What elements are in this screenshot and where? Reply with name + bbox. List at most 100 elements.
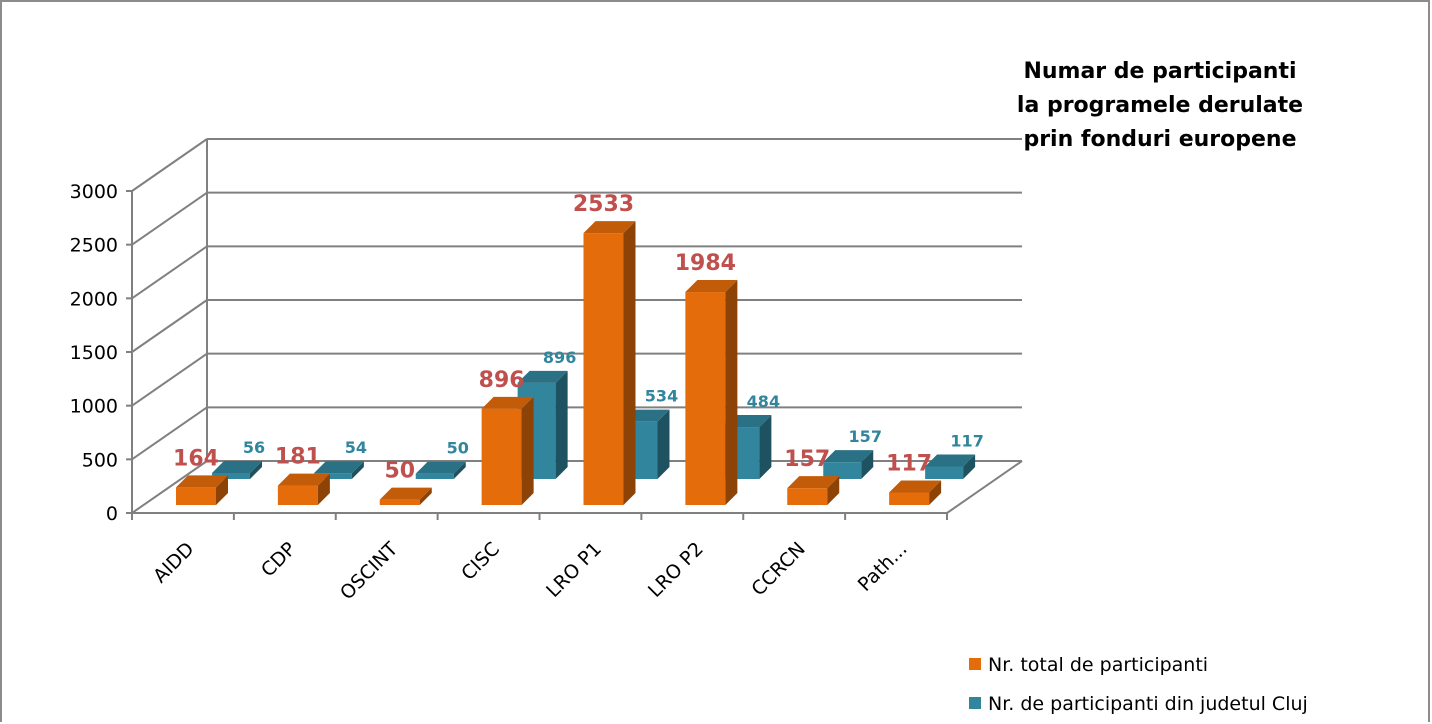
bar-top-face: [889, 480, 942, 493]
bar-side-face: [521, 396, 534, 505]
bar-side-face: [555, 370, 568, 479]
bar-front-face: [313, 473, 352, 479]
bar-total-2: [379, 487, 432, 505]
bar-top-face: [685, 280, 738, 293]
bar-front-face: [277, 485, 318, 505]
bar-front-face: [787, 488, 828, 505]
bar-top-face: [176, 475, 228, 488]
bar-side-face: [419, 487, 432, 505]
bar-side-face: [351, 461, 364, 479]
bar-top-face: [925, 454, 976, 467]
gridline-side-3000: [131, 138, 208, 192]
chart-title-line-1: Numar de participanti: [1023, 59, 1296, 84]
gridline-side-0: [131, 460, 208, 514]
data-label-total: 2533: [573, 192, 634, 217]
x-category-label: OSCINT: [336, 538, 403, 605]
bar-top-face: [823, 450, 874, 463]
data-label-total: 117: [886, 451, 932, 476]
gridline-side-2500: [131, 191, 208, 246]
bar-side-face: [827, 476, 840, 505]
bar-top-face: [787, 476, 840, 489]
data-label-total: 157: [784, 447, 830, 472]
bar-side-face: [623, 221, 636, 505]
y-tick-label: 500: [82, 449, 118, 471]
y-tick-label: 2500: [70, 235, 118, 257]
chart-legend: Nr. total de participanti Nr. de partici…: [969, 654, 1308, 715]
y-tick-label: 1500: [70, 342, 118, 364]
bar-side-face: [861, 450, 874, 479]
bar-total-6: [787, 476, 840, 505]
bar-side-face: [657, 409, 670, 479]
y-tick-label: 0: [106, 503, 118, 525]
bar-total-3: [481, 396, 534, 505]
bar-side-face: [929, 480, 942, 505]
bar-front-face: [415, 473, 454, 479]
data-label-cluj: 54: [345, 438, 367, 457]
bar-front-face: [176, 487, 216, 505]
bar-front-face: [212, 472, 250, 479]
gridline-side-1000: [131, 352, 208, 407]
data-label-total: 164: [173, 446, 219, 471]
bar-side-face: [725, 280, 738, 505]
bar-total-1: [277, 473, 330, 505]
data-label-cluj: 157: [849, 427, 882, 446]
y-tick-label: 1000: [70, 396, 118, 418]
bar-side-face: [317, 473, 330, 505]
floor-right-edge: [946, 460, 1023, 514]
bar-top-face: [313, 461, 364, 474]
bar-top-face: [212, 460, 262, 473]
data-label-cluj: 56: [243, 438, 265, 457]
data-label-cluj: 534: [645, 387, 678, 406]
bar-total-7: [889, 480, 942, 505]
bar-side-face: [250, 460, 262, 479]
gridline-side-2000: [131, 245, 208, 300]
bar-front-face: [481, 408, 522, 505]
x-category-label: CCRCN: [747, 538, 809, 600]
data-label-total: 896: [479, 368, 525, 393]
bar-front-face: [925, 466, 964, 479]
bar-front-face: [583, 233, 624, 505]
bar-cluj-2: [415, 461, 466, 479]
data-label-total: 1984: [675, 251, 736, 276]
data-label-total: 181: [275, 445, 321, 470]
bar-cluj-7: [925, 454, 976, 479]
gridline-side-1500: [131, 299, 208, 353]
bar-top-face: [379, 487, 432, 500]
data-label-total: 50: [384, 459, 415, 484]
y-tick-label: 3000: [70, 181, 118, 203]
data-label-cluj: 484: [747, 392, 780, 411]
chart-title-line-3: prin fonduri europene: [1023, 127, 1296, 152]
bar-cluj-1: [313, 461, 364, 479]
bar-top-face: [481, 396, 534, 409]
x-category-label: CDP: [257, 538, 300, 581]
bar-front-face: [823, 462, 862, 479]
bar-front-face: [889, 492, 930, 505]
bar-side-face: [963, 454, 976, 479]
bar-top-face: [583, 221, 636, 234]
legend-swatch-series-1: [969, 658, 981, 670]
x-category-label: CISC: [457, 538, 504, 585]
x-category-label: Path...: [854, 538, 912, 596]
bar-side-face: [759, 415, 772, 479]
bar-cluj-6: [823, 450, 874, 479]
bar-total-4: [583, 221, 636, 505]
data-label-cluj: 117: [950, 431, 983, 450]
x-category-label: AIDD: [149, 538, 198, 587]
bar-side-face: [453, 461, 466, 479]
bar-top-face: [277, 473, 330, 486]
bar-total-5: [685, 280, 738, 505]
bar-front-face: [379, 499, 420, 505]
y-tick-label: 2000: [70, 288, 118, 310]
gridline-side-500: [131, 406, 208, 461]
bar-total-0: [176, 475, 228, 505]
x-category-label: LRO P2: [644, 538, 708, 602]
bar-cluj-0: [212, 460, 262, 479]
data-label-cluj: 896: [543, 348, 576, 367]
bar-top-face: [415, 461, 466, 474]
data-label-cluj: 50: [447, 439, 469, 458]
legend-swatch-series-2: [969, 697, 981, 709]
legend-label-series-2: Nr. de participanti din judetul Cluj: [988, 693, 1308, 715]
legend-label-series-1: Nr. total de participanti: [988, 654, 1208, 676]
